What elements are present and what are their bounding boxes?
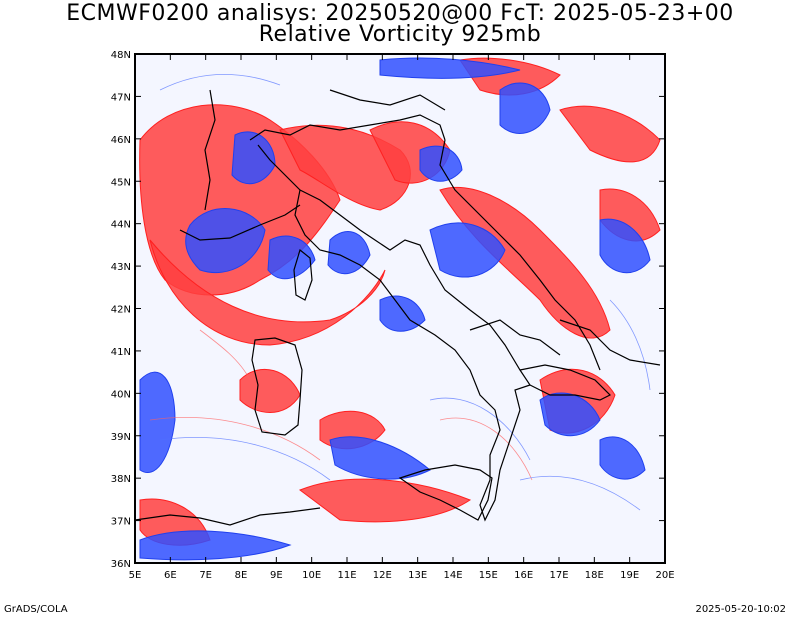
lat-label-44N: 44N bbox=[111, 220, 131, 231]
lon-label-15E: 15E bbox=[479, 570, 498, 581]
lat-label-40N: 40N bbox=[111, 389, 131, 400]
coastlines bbox=[135, 89, 661, 526]
lon-label-6E: 6E bbox=[164, 570, 177, 581]
lon-label-7E: 7E bbox=[199, 570, 212, 581]
lat-label-36N: 36N bbox=[111, 559, 131, 570]
lon-label-14E: 14E bbox=[443, 570, 462, 581]
vorticity-field bbox=[135, 54, 665, 563]
lon-label-16E: 16E bbox=[514, 570, 533, 581]
lon-label-19E: 19E bbox=[620, 570, 639, 581]
lat-label-37N: 37N bbox=[111, 517, 131, 528]
longitude-labels: 5E 6E 7E 8E 9E 10E 11E 12E 13E 14E 15E 16E 17E 18E 19E… bbox=[129, 570, 675, 581]
lon-label-9E: 9E bbox=[270, 570, 283, 581]
lon-label-5E: 5E bbox=[129, 570, 142, 581]
lon-label-17E: 17E bbox=[549, 570, 568, 581]
lat-label-38N: 38N bbox=[111, 474, 131, 485]
lat-label-42N: 42N bbox=[111, 305, 131, 316]
lat-label-45N: 45N bbox=[111, 177, 131, 188]
lon-label-18E: 18E bbox=[585, 570, 604, 581]
lon-label-20E: 20E bbox=[655, 570, 674, 581]
lon-label-11E: 11E bbox=[337, 570, 356, 581]
lat-label-46N: 46N bbox=[111, 135, 131, 146]
footer-timestamp: 2025-05-20-10:02 bbox=[695, 604, 786, 615]
lon-label-8E: 8E bbox=[235, 570, 248, 581]
lon-label-12E: 12E bbox=[373, 570, 392, 581]
footer-credit: GrADS/COLA bbox=[4, 604, 68, 615]
map-title-line2: Relative Vorticity 925mb bbox=[258, 22, 542, 47]
lat-label-47N: 47N bbox=[111, 92, 131, 103]
lat-label-48N: 48N bbox=[111, 50, 131, 61]
lat-label-39N: 39N bbox=[111, 432, 131, 443]
lon-label-13E: 13E bbox=[408, 570, 427, 581]
map-title-line1: ECMWF0200 analisys: 20250520@00 FcT: 202… bbox=[66, 1, 734, 26]
lat-label-41N: 41N bbox=[111, 347, 131, 358]
lat-label-43N: 43N bbox=[111, 262, 131, 273]
lon-label-10E: 10E bbox=[302, 570, 321, 581]
axis-ticks bbox=[134, 53, 666, 564]
latitude-labels: 48N 47N 46N 45N 44N 43N 42N 41N 40N 39N 38N 37N 36N bbox=[111, 50, 131, 570]
